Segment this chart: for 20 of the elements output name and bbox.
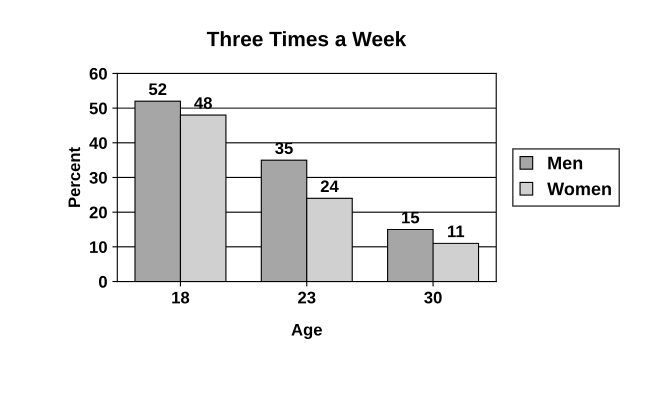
data-label: 11 xyxy=(448,226,464,238)
data-label: 48 xyxy=(194,97,212,109)
chart-title: Three Times a Week xyxy=(206,31,406,46)
y-tick-label: 30 xyxy=(89,172,107,184)
legend-label: Men xyxy=(548,156,582,170)
y-tick-label: 60 xyxy=(90,68,107,80)
y-tick-label: 0 xyxy=(98,276,107,288)
y-tick-label: 50 xyxy=(90,102,107,114)
x-tick-label: 18 xyxy=(172,292,190,304)
y-tick-label: 20 xyxy=(90,206,107,218)
data-label: 52 xyxy=(148,83,166,96)
legend-label: Women xyxy=(547,182,611,196)
data-label: 15 xyxy=(402,212,420,224)
x-tick-label: 23 xyxy=(298,292,316,304)
y-tick-label: 40 xyxy=(89,137,107,150)
x-tick-label: 30 xyxy=(424,292,442,304)
y-axis-title: Percent xyxy=(68,147,80,207)
data-label: 24 xyxy=(320,180,339,192)
x-axis-title: Age xyxy=(291,324,322,339)
y-tick-label: 10 xyxy=(90,241,107,254)
